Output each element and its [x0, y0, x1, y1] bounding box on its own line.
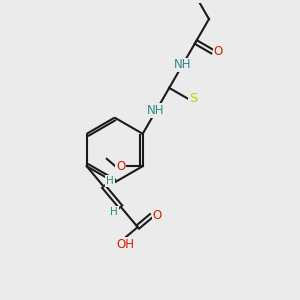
Text: O: O: [152, 209, 162, 222]
Text: O: O: [214, 45, 223, 58]
Text: H: H: [110, 207, 118, 217]
Text: O: O: [116, 160, 125, 173]
Text: OH: OH: [117, 238, 135, 251]
Text: S: S: [190, 92, 198, 105]
Text: NH: NH: [147, 104, 165, 117]
Text: H: H: [106, 176, 114, 186]
Text: NH: NH: [174, 58, 191, 71]
